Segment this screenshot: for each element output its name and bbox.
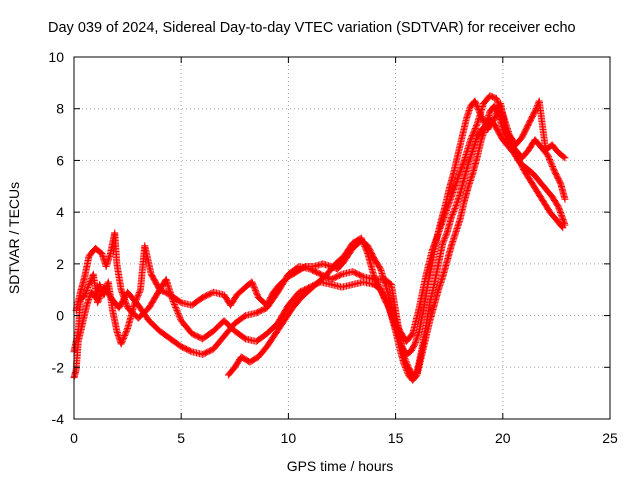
data-point: [85, 281, 93, 289]
data-point: [449, 209, 457, 217]
data-point: [173, 306, 181, 314]
data-point: [558, 223, 566, 231]
data-point: [439, 238, 447, 246]
data-point: [403, 367, 411, 375]
data-point: [400, 361, 408, 369]
y-tick-label: 10: [48, 49, 64, 65]
data-point: [440, 236, 448, 244]
data-point: [83, 285, 91, 293]
x-axis-ticks: 0 5 10 15 20 25: [70, 57, 618, 446]
data-point: [559, 224, 567, 232]
y-tick-label: -2: [52, 359, 65, 375]
y-tick-label: 4: [56, 204, 64, 220]
data-point: [136, 287, 144, 295]
data-point: [175, 312, 183, 320]
data-point: [472, 122, 480, 130]
data-point: [449, 210, 457, 218]
data-point: [86, 279, 94, 287]
x-tick-label: 5: [177, 430, 185, 446]
data-point: [84, 283, 92, 291]
data-point: [176, 314, 184, 322]
data-point: [531, 107, 539, 115]
data-point: [448, 212, 456, 220]
grid-lines: [74, 57, 610, 419]
data-points: [70, 92, 569, 384]
data-point: [532, 106, 540, 114]
data-point: [401, 362, 409, 370]
data-point: [96, 282, 104, 290]
data-point: [560, 153, 568, 161]
data-point: [86, 278, 94, 286]
data-point: [175, 311, 183, 319]
y-tick-label: 6: [56, 152, 64, 168]
data-point: [363, 248, 371, 256]
data-point: [447, 213, 455, 221]
y-axis-ticks: -4 -2 0 2 4 6 8 10: [48, 49, 610, 427]
data-point: [451, 204, 459, 212]
data-point: [439, 239, 447, 247]
data-point: [442, 232, 450, 240]
data-point: [174, 309, 182, 317]
data-point: [172, 305, 180, 313]
data-point: [84, 282, 92, 290]
y-tick-label: -4: [52, 411, 65, 427]
data-point: [171, 302, 179, 310]
data-point: [123, 326, 131, 334]
data-point: [358, 272, 366, 280]
data-point: [441, 233, 449, 241]
data-point: [402, 365, 410, 373]
data-point: [187, 347, 195, 355]
y-axis-label: SDTVAR / TECUs: [6, 182, 22, 294]
x-axis-label: GPS time / hours: [287, 458, 394, 474]
data-point: [403, 368, 411, 376]
chart-title: Day 039 of 2024, Sidereal Day-to-day VTE…: [48, 20, 576, 36]
data-point: [401, 364, 409, 372]
x-tick-label: 0: [70, 430, 78, 446]
y-tick-label: 0: [56, 308, 64, 324]
data-point: [561, 195, 569, 203]
data-point: [172, 303, 180, 311]
y-tick-label: 8: [56, 101, 64, 117]
data-point: [450, 206, 458, 214]
plot-frame: [73, 56, 611, 420]
x-tick-label: 20: [495, 430, 511, 446]
data-point: [532, 104, 540, 112]
data-point: [96, 281, 104, 289]
data-point: [441, 235, 449, 243]
y-tick-label: 2: [56, 256, 64, 272]
data-point: [170, 300, 178, 308]
x-tick-label: 25: [602, 430, 618, 446]
data-point: [442, 230, 450, 238]
x-tick-label: 10: [281, 430, 297, 446]
data-point: [450, 207, 458, 215]
series-track-3: [70, 92, 569, 382]
data-point: [561, 154, 569, 162]
data-point: [174, 308, 182, 316]
x-tick-label: 15: [388, 430, 404, 446]
data-point: [337, 271, 345, 279]
series-track-4: [224, 102, 569, 384]
